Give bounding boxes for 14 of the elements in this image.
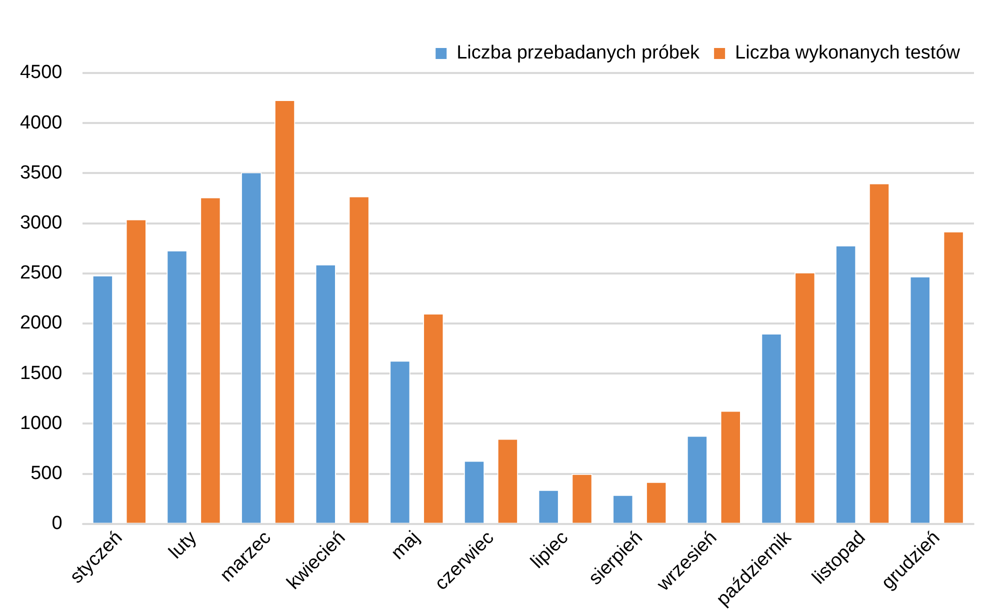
legend-label: Liczba przebadanych próbek (456, 42, 700, 64)
y-tick-label: 1500 (20, 362, 62, 384)
y-tick-label: 500 (30, 463, 62, 484)
y-tick-label: 2000 (20, 312, 62, 334)
y-tick-label: 0 (52, 513, 62, 534)
x-tick-label: maj (387, 527, 424, 564)
x-tick-label: luty (165, 527, 202, 564)
y-tick-label: 4500 (20, 62, 62, 84)
y-tick-label: 3500 (20, 162, 62, 184)
y-tick-label: 3000 (20, 212, 62, 234)
y-tick-label: 1000 (20, 412, 62, 434)
legend-label: Liczba wykonanych testów (735, 42, 960, 64)
y-tick-label: 4000 (20, 112, 62, 134)
y-tick-label: 2500 (20, 262, 62, 284)
